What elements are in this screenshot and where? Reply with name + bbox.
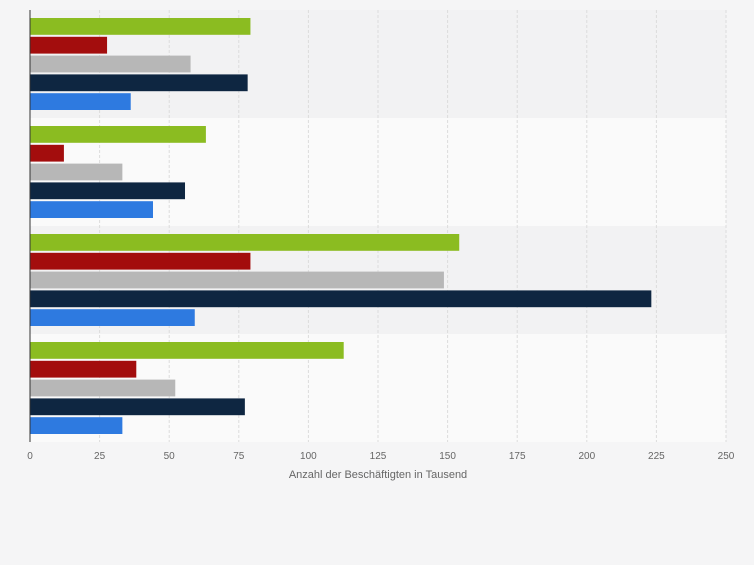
x-axis-ticks: 0 25 50 75 100 125 150 175 200 225 250 (27, 451, 735, 462)
bar[interactable] (30, 126, 206, 143)
bar[interactable] (30, 252, 251, 270)
x-axis-title: Anzahl der Beschäftigten in Tausend (289, 469, 467, 481)
bar[interactable] (30, 234, 460, 251)
bar[interactable] (30, 309, 195, 326)
bar[interactable] (30, 398, 245, 416)
x-tick-label: 50 (164, 451, 176, 462)
x-tick-label: 250 (718, 451, 735, 462)
x-tick-label: 225 (648, 451, 665, 462)
bar[interactable] (30, 417, 123, 434)
x-tick-label: 125 (370, 451, 387, 462)
x-tick-label: 175 (509, 451, 526, 462)
bars (30, 18, 652, 434)
bar[interactable] (30, 74, 248, 92)
bar[interactable] (30, 290, 652, 308)
bar[interactable] (30, 342, 344, 359)
x-tick-label: 100 (300, 451, 317, 462)
bar[interactable] (30, 182, 186, 200)
bar[interactable] (30, 18, 251, 35)
bar[interactable] (30, 360, 137, 378)
x-tick-label: 0 (27, 451, 33, 462)
bar[interactable] (30, 36, 108, 54)
bar[interactable] (30, 144, 64, 162)
bar[interactable] (30, 379, 176, 397)
bar[interactable] (30, 163, 123, 181)
bar[interactable] (30, 271, 444, 289)
x-tick-label: 150 (439, 451, 456, 462)
x-tick-label: 200 (578, 451, 595, 462)
bar[interactable] (30, 93, 131, 110)
x-tick-label: 75 (233, 451, 245, 462)
x-tick-label: 25 (94, 451, 106, 462)
bar[interactable] (30, 55, 191, 73)
bar[interactable] (30, 201, 153, 218)
